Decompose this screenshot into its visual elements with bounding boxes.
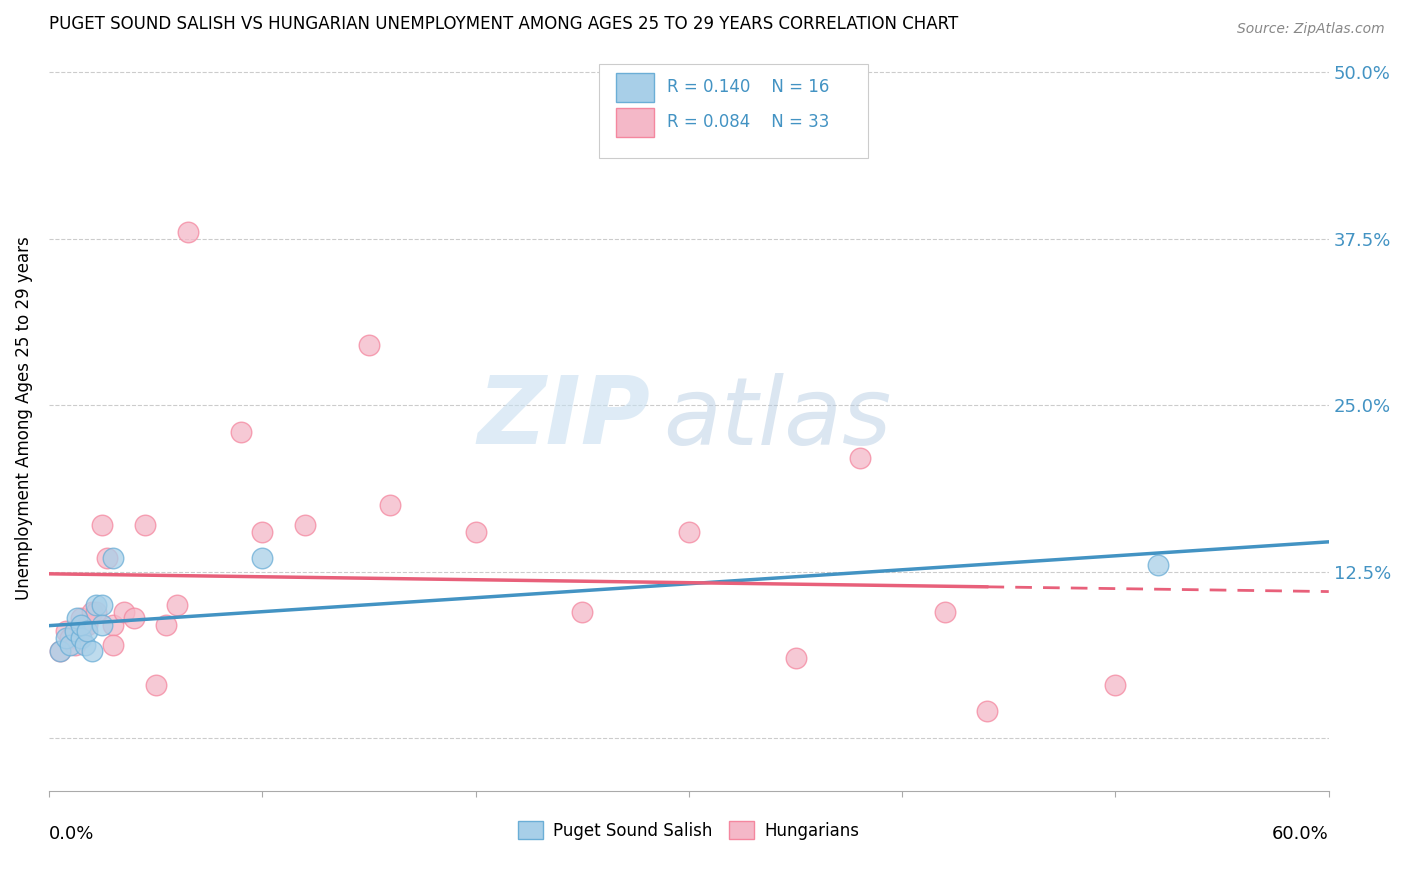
Point (848, 451, 870, 466)
Point (145, 678, 167, 692)
Point (70, 611, 93, 625)
Point (134, 518, 156, 533)
Point (124, 611, 146, 625)
Point (84, 605, 107, 619)
Point (48, 644, 70, 658)
Point (252, 551, 274, 566)
Point (155, 617, 177, 632)
Point (80, 644, 103, 658)
Point (112, 605, 135, 619)
Point (101, 617, 124, 632)
Point (63, 638, 86, 652)
Text: PUGET SOUND SALISH VS HUNGARIAN UNEMPLOYMENT AMONG AGES 25 TO 29 YEARS CORRELATI: PUGET SOUND SALISH VS HUNGARIAN UNEMPLOY… (49, 15, 959, 33)
Text: Source: ZipAtlas.com: Source: ZipAtlas.com (1237, 22, 1385, 37)
Point (166, 598, 188, 612)
Text: ZIP: ZIP (478, 373, 651, 465)
FancyBboxPatch shape (599, 64, 868, 158)
Point (976, 705, 998, 719)
Point (80, 605, 103, 619)
Bar (616, 108, 654, 136)
Point (357, 338, 380, 352)
Point (294, 518, 316, 533)
Legend: Puget Sound Salish, Hungarians: Puget Sound Salish, Hungarians (512, 814, 866, 847)
Point (96, 551, 118, 566)
Point (380, 498, 402, 512)
Point (101, 638, 124, 652)
Bar (616, 73, 654, 102)
Point (678, 524, 700, 539)
Text: R = 0.140    N = 16: R = 0.140 N = 16 (666, 78, 830, 96)
Point (229, 425, 252, 439)
Point (59, 638, 82, 652)
Point (464, 524, 486, 539)
Text: 60.0%: 60.0% (1272, 824, 1329, 843)
Text: R = 0.084    N = 33: R = 0.084 N = 33 (666, 113, 830, 131)
Point (70, 617, 93, 632)
Text: 0.0%: 0.0% (49, 824, 94, 843)
Text: atlas: atlas (664, 373, 891, 464)
Point (91, 598, 114, 612)
Point (1147, 558, 1170, 572)
Point (66, 611, 89, 625)
Point (70, 631, 93, 645)
Point (1104, 678, 1126, 692)
Point (252, 524, 274, 539)
Point (84, 598, 107, 612)
Point (785, 651, 807, 665)
Y-axis label: Unemployment Among Ages 25 to 29 years: Unemployment Among Ages 25 to 29 years (15, 236, 32, 600)
Point (48, 644, 70, 658)
Point (76, 617, 98, 632)
Point (91, 617, 114, 632)
Point (934, 605, 956, 619)
Point (59, 631, 82, 645)
Point (75, 638, 97, 652)
Point (76, 624, 98, 639)
Point (55, 624, 77, 639)
Point (91, 518, 114, 533)
Point (55, 631, 77, 645)
Point (571, 605, 593, 619)
Point (70, 624, 93, 639)
Point (101, 551, 124, 566)
Point (176, 225, 198, 239)
Point (63, 624, 86, 639)
